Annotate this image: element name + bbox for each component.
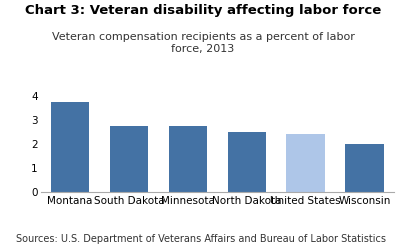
Bar [227, 132, 265, 192]
Bar [344, 144, 383, 192]
Text: Veteran compensation recipients as a percent of labor
force, 2013: Veteran compensation recipients as a per… [51, 32, 354, 54]
Text: Sources: U.S. Department of Veterans Affairs and Bureau of Labor Statistics: Sources: U.S. Department of Veterans Aff… [16, 233, 385, 244]
Bar [51, 102, 89, 192]
Text: Chart 3: Veteran disability affecting labor force: Chart 3: Veteran disability affecting la… [25, 4, 380, 17]
Bar [286, 134, 324, 192]
Bar [109, 126, 148, 192]
Bar [168, 126, 207, 192]
